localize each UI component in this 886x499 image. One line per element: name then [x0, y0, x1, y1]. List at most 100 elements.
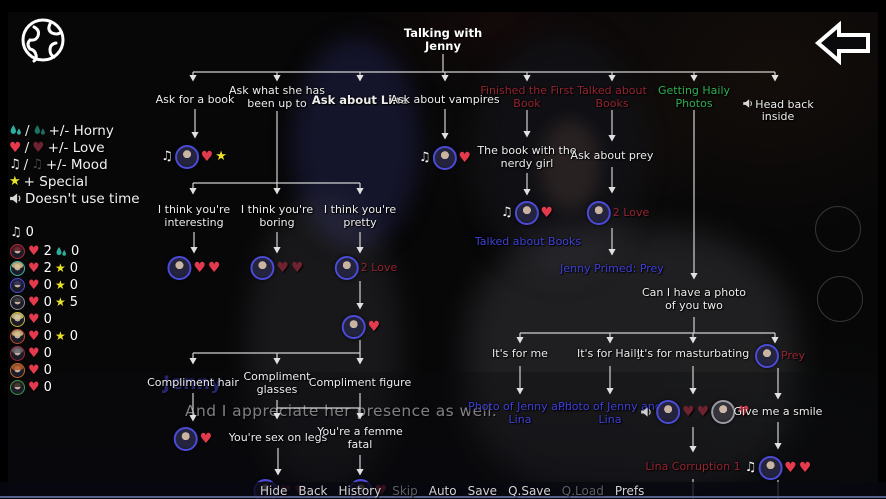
- love-icon: ♥: [28, 362, 40, 378]
- horny-icon: [56, 246, 66, 256]
- legend: / +/- Horny ♥ / ♥ +/- Love ♫ / ♫ +/- Moo…: [9, 122, 140, 207]
- love-icon: ♥: [28, 260, 40, 276]
- globe-icon[interactable]: [20, 17, 66, 67]
- love-up-icon: ♥: [200, 148, 214, 165]
- character-avatar: [10, 363, 25, 378]
- legend-love-label: +/- Love: [47, 139, 105, 156]
- no-time-icon: [743, 98, 752, 108]
- love-up-icon: ♥: [193, 259, 206, 276]
- stat-row-mood-points: ♫ 0: [10, 224, 79, 241]
- tree-node-its-for-masturbating: It's for masturbating: [636, 347, 750, 360]
- love-up-icon: ♥: [458, 149, 472, 166]
- tree-node-book-nerdy-girl: The book with the nerdy girl: [477, 144, 577, 170]
- reward-its-for-masturbating: ♥ ♥ ♥: [640, 399, 750, 424]
- tree-node-ask-for-a-book: Ask for a book: [155, 93, 235, 106]
- character-avatar: [10, 380, 25, 395]
- tree-node-femme-fatal: You're a femme fatal: [317, 425, 403, 451]
- dialogue-text: And I appreciate her presence as well.: [185, 402, 498, 420]
- special-icon: ★: [54, 261, 66, 275]
- quickmenu-qload[interactable]: Q.Load: [561, 484, 604, 498]
- tree-node-its-for-haily: It's for Haily: [576, 347, 644, 360]
- state-lina-corruption-1: Lina Corruption 1: [645, 460, 741, 473]
- quickmenu-prefs[interactable]: Prefs: [614, 484, 645, 498]
- special-icon: ★: [54, 329, 66, 343]
- dialogue-speaker: Jenny: [163, 372, 223, 394]
- love-up-icon: ♥: [784, 459, 797, 476]
- lina-silhouette-face: [540, 120, 600, 210]
- reward-ask-for-a-book: ♫ ♥ ★: [161, 144, 227, 169]
- character-avatar: [10, 278, 25, 293]
- reward-ask-about-vampires: ♫ ♥: [418, 145, 472, 170]
- love-up-icon: ♥: [737, 403, 750, 420]
- love-icon: ♥: [28, 294, 40, 310]
- legend-row-mood: ♫ / ♫ +/- Mood: [9, 156, 140, 173]
- jenny-avatar: [250, 255, 275, 280]
- jenny-avatar: [656, 399, 681, 424]
- love-down-icon: ♥: [696, 403, 710, 420]
- mood-icon: ♫: [10, 225, 22, 240]
- quickmenu-hide[interactable]: Hide: [260, 484, 288, 498]
- special-icon: ★: [215, 149, 227, 164]
- quickmenu-skip[interactable]: Skip: [392, 484, 418, 498]
- legend-no-time-label: Doesn't use time: [25, 190, 140, 207]
- legend-row-no-time: Doesn't use time: [9, 190, 140, 207]
- state-photo-jenny-lina-1: Photo of Jenny and Lina: [468, 400, 572, 426]
- requirement-prey: Prey: [755, 343, 805, 368]
- state-talked-about-books: Talked about Books: [474, 235, 582, 248]
- two-love-label: 2 Love: [360, 261, 398, 274]
- quick-circle-button-2[interactable]: [817, 276, 863, 322]
- jenny-avatar: [758, 455, 783, 480]
- back-arrow-button[interactable]: [814, 20, 872, 69]
- reward-think-interesting: ♥ ♥: [167, 255, 221, 280]
- tree-node-think-pretty: I think you're pretty: [323, 203, 397, 229]
- love-up-icon: ♥: [367, 318, 381, 335]
- stat-row: ♥ 0 ★ 5: [10, 294, 79, 311]
- character-avatar: [10, 329, 25, 344]
- mood-up-icon: ♫: [9, 157, 21, 172]
- mood-up-icon: ♫: [744, 460, 757, 475]
- legend-mood-label: +/- Mood: [45, 156, 108, 173]
- love-icon: ♥: [28, 379, 40, 395]
- mood-up-icon: ♫: [418, 150, 431, 165]
- separator: /: [23, 156, 29, 173]
- legend-row-special: ★ + Special: [9, 173, 140, 190]
- separator: /: [24, 139, 30, 156]
- love-down-icon: ♥: [276, 259, 289, 276]
- character-avatar: [10, 346, 25, 361]
- love-icon: ♥: [28, 277, 40, 293]
- love-icon: ♥: [28, 243, 40, 259]
- quickmenu-qsave[interactable]: Q.Save: [508, 484, 551, 498]
- stat-row: ♥ 2 0: [10, 243, 79, 260]
- quickmenu-save[interactable]: Save: [467, 484, 498, 498]
- tree-node-think-boring: I think you're boring: [240, 203, 314, 229]
- quick-menu-bar: [0, 482, 886, 499]
- quick-circle-button-1[interactable]: [815, 206, 861, 252]
- stat-row: ♥ 0 ★ 0: [10, 328, 79, 345]
- stat-row: ♥ 0: [10, 362, 79, 379]
- tree-node-give-me-smile: Give me a smile: [733, 405, 823, 418]
- jenny-avatar: [755, 343, 779, 368]
- quickmenu-history[interactable]: History: [338, 484, 382, 498]
- character-avatar: [10, 295, 25, 310]
- stat-row: ♥ 2 ★ 0: [10, 260, 79, 277]
- quickmenu-back[interactable]: Back: [298, 484, 328, 498]
- tree-node-getting-haily-photos: Getting Haily Photos: [657, 84, 731, 110]
- stat-row: ♥ 0: [10, 311, 79, 328]
- head-back-inside-label: Head back inside: [755, 97, 814, 123]
- special-icon: ★: [54, 278, 66, 292]
- jenny-avatar: [174, 144, 199, 169]
- love-up-icon: ♥: [9, 139, 22, 156]
- jenny-silhouette-hair: [292, 38, 420, 248]
- special-icon: ★: [9, 174, 21, 189]
- reward-ask-about-prey-2-love: 2 Love: [586, 200, 649, 225]
- love-up-icon: ♥: [199, 430, 213, 447]
- legend-special-label: + Special: [23, 173, 88, 190]
- tree-node-sex-on-legs: You're sex on legs: [228, 431, 328, 444]
- quickmenu-auto[interactable]: Auto: [428, 484, 457, 498]
- tree-node-head-back-inside: Head back inside: [742, 85, 814, 124]
- love-icon: ♥: [28, 345, 40, 361]
- mood-down-icon: ♫: [31, 157, 43, 172]
